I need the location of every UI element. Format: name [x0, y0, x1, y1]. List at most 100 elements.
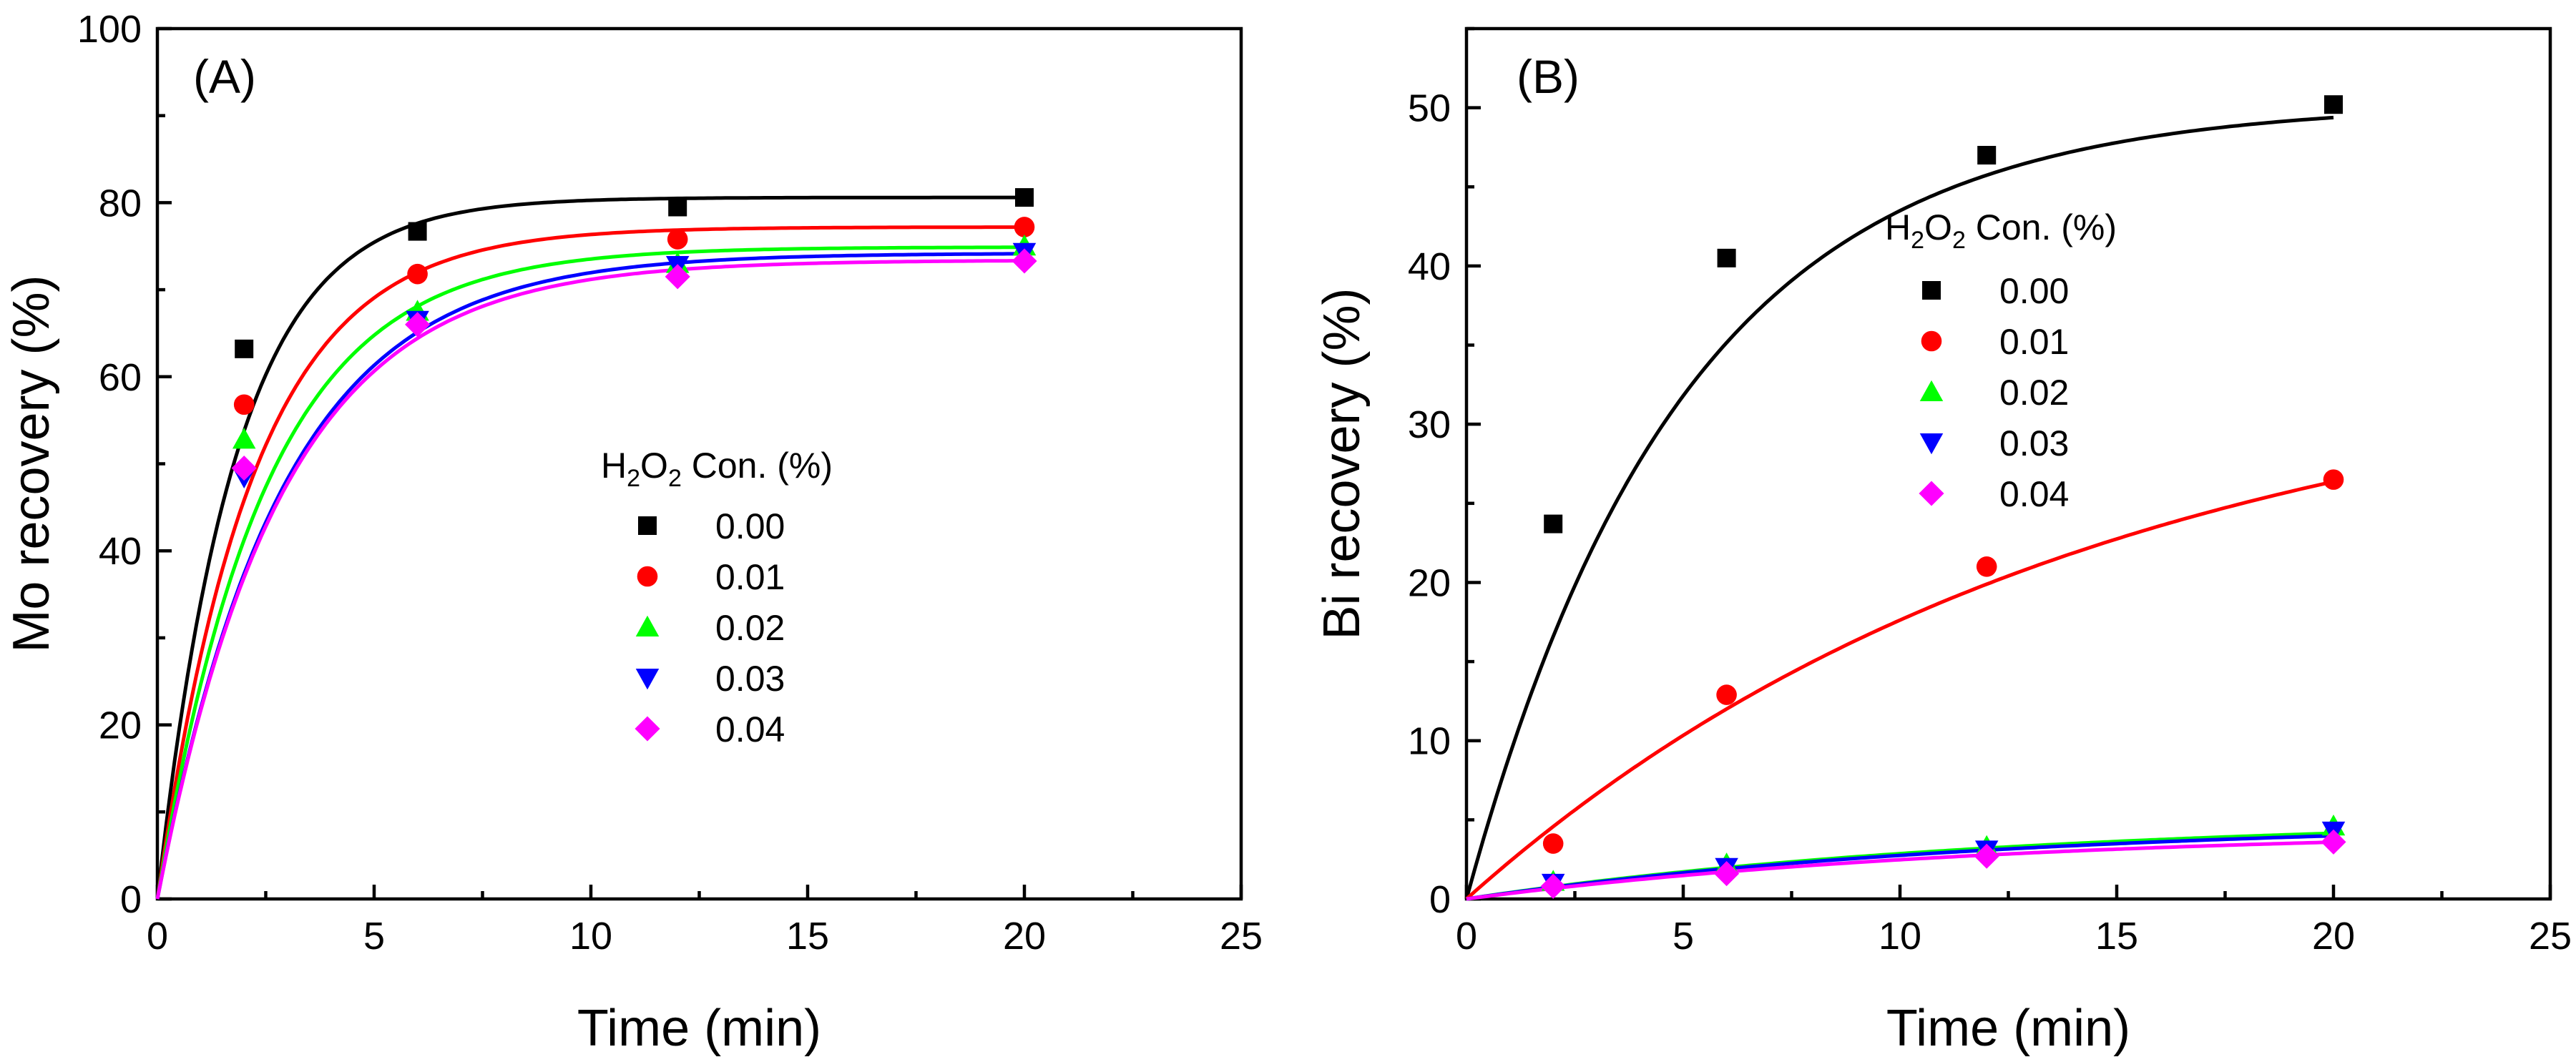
legend-title-subscript: 2: [627, 465, 640, 492]
legend-title-subscript: 2: [1911, 227, 1924, 254]
legend-title-part: O: [640, 446, 668, 486]
x-tick-label: 10: [1879, 915, 1921, 958]
x-tick-label: 15: [2095, 915, 2138, 958]
legend-title-part: O: [1924, 207, 1952, 247]
legend-title-part: H: [601, 446, 627, 486]
data-point-0.00: [235, 339, 254, 358]
data-point-0.04: [1012, 248, 1037, 274]
legend-marker-0.02: [635, 615, 660, 636]
y-tick-label: 100: [77, 8, 142, 51]
x-tick-label: 10: [569, 915, 612, 958]
legend-marker-0.01: [637, 566, 658, 587]
legend-marker-0.04: [1919, 481, 1944, 506]
y-tick-label: 20: [1408, 561, 1451, 604]
legend-label: 0.01: [1999, 322, 2069, 362]
data-point-0.04: [1540, 873, 1566, 899]
legend-title-subscript: 2: [668, 465, 682, 492]
y-tick-label: 60: [99, 356, 142, 399]
data-point-0.01: [407, 263, 428, 285]
data-point-0.04: [665, 264, 690, 290]
legend-title-subscript: 2: [1952, 227, 1966, 254]
y-axis-title: Bi recovery (%): [1313, 287, 1371, 639]
x-axis-title: Time (min): [577, 1000, 821, 1057]
legend-title-part: Con. (%): [682, 446, 833, 486]
fit-curve-0.00: [155, 195, 1024, 900]
data-point-0.00: [1717, 248, 1736, 267]
y-tick-label: 30: [1408, 403, 1451, 446]
legend-label: 0.03: [1999, 423, 2069, 463]
data-point-0.04: [231, 456, 257, 481]
y-tick-label: 0: [120, 878, 142, 921]
fit-curve-0.04: [155, 259, 1025, 900]
legend-title-part: Con. (%): [1966, 207, 2117, 247]
data-point-0.00: [1015, 188, 1034, 207]
x-tick-label: 5: [363, 915, 385, 958]
data-point-0.02: [232, 428, 256, 449]
x-tick-label: 25: [2529, 915, 2572, 958]
legend-label: 0.01: [715, 557, 785, 597]
legend-label: 0.04: [715, 709, 785, 749]
legend-label: 0.02: [715, 608, 785, 648]
fit-curve-0.00: [1464, 115, 2334, 900]
chart-panel-a: 0 5 10 15 20 25 0 20 40 60 80 100 Time (min) Mo recov…: [3, 8, 1263, 1057]
data-point-0.04: [405, 312, 431, 338]
x-tick-label: 25: [1220, 915, 1263, 958]
legend-label: 0.00: [1999, 271, 2069, 311]
x-tick-label: 0: [147, 915, 168, 958]
legend-marker-0.00: [638, 516, 657, 535]
x-tick-label: 15: [786, 915, 829, 958]
data-point-0.01: [667, 229, 688, 250]
data-point-0.01: [1542, 833, 1564, 854]
x-tick-label: 0: [1456, 915, 1477, 958]
plot-frame: [1464, 26, 2552, 901]
legend-marker-0.00: [1922, 281, 1941, 300]
data-point-0.00: [1544, 514, 1563, 534]
data-point-0.01: [2323, 469, 2344, 490]
y-tick-label: 20: [99, 704, 142, 747]
panel-label: (B): [1517, 50, 1580, 103]
x-tick-label: 20: [2312, 915, 2355, 958]
legend: H2O2 Con. (%)0.000.010.020.030.04: [1885, 207, 2117, 514]
panel-label: (A): [193, 50, 256, 103]
legend-label: 0.02: [1999, 373, 2069, 413]
data-point-0.01: [1976, 556, 1997, 577]
legend-marker-0.01: [1921, 330, 1942, 352]
legend-title-part: H: [1885, 207, 1911, 247]
x-axis-title: Time (min): [1886, 1000, 2130, 1057]
data-point-0.01: [1014, 217, 1035, 237]
legend-title: H2O2 Con. (%): [601, 446, 833, 492]
y-tick-label: 10: [1408, 720, 1451, 763]
x-tick-label: 20: [1003, 915, 1046, 958]
data-point-0.01: [1716, 684, 1737, 705]
legend-label: 0.00: [715, 506, 785, 546]
chart-panel-b: 0 5 10 15 20 25 0 10 20 30 40 50 Time (min) Bi recove…: [1313, 26, 2572, 1057]
y-tick-label: 0: [1429, 878, 1451, 921]
data-point-0.01: [233, 394, 255, 416]
fit-curve-0.03: [1466, 834, 2334, 901]
legend: H2O2 Con. (%)0.000.010.020.030.04: [601, 446, 833, 749]
fit-curve-0.02: [155, 245, 1024, 900]
y-tick-label: 40: [1408, 245, 1451, 288]
legend-label: 0.04: [1999, 474, 2069, 514]
fit-curve-0.01: [155, 225, 1024, 900]
data-point-0.00: [1977, 146, 1997, 165]
data-point-0.04: [1974, 843, 1999, 869]
legend-label: 0.03: [715, 659, 785, 699]
data-point-0.00: [668, 197, 687, 217]
data-point-0.04: [1714, 861, 1740, 887]
legend-marker-0.03: [635, 669, 660, 690]
y-tick-label: 80: [99, 182, 142, 225]
data-point-0.04: [2321, 829, 2346, 855]
fit-curve-0.04: [1466, 840, 2334, 901]
y-tick-label: 50: [1408, 87, 1451, 130]
x-tick-label: 5: [1673, 915, 1694, 958]
legend-marker-0.04: [635, 716, 660, 742]
y-tick-label: 40: [99, 530, 142, 573]
legend-marker-0.03: [1919, 433, 1944, 455]
legend-marker-0.02: [1919, 380, 1944, 401]
fit-curve-0.03: [155, 252, 1024, 900]
y-axis-title: Mo recovery (%): [3, 275, 60, 652]
data-point-0.00: [2324, 95, 2343, 114]
data-point-0.00: [408, 222, 427, 241]
